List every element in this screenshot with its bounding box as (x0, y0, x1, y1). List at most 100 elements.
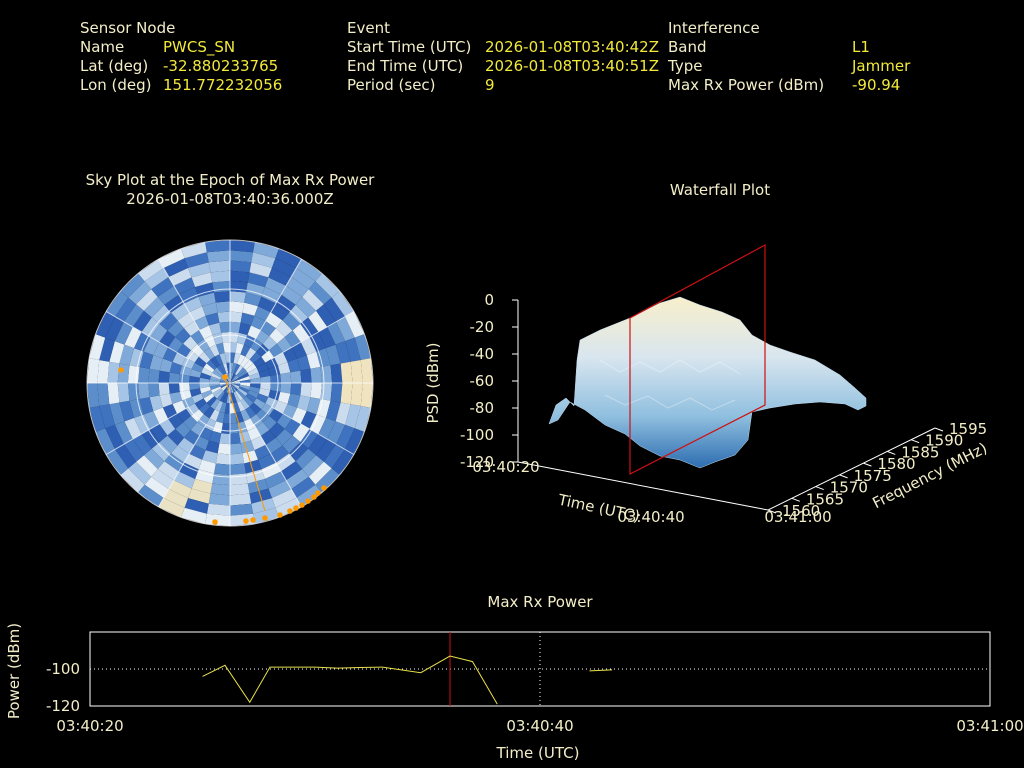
skyplot-cell (157, 461, 179, 481)
skyplot-cell (230, 383, 236, 393)
skyplot-cell (230, 493, 252, 506)
skyplot-cell (114, 321, 133, 345)
skyplot-cell (230, 383, 238, 391)
skyplot-satellite-marker (243, 518, 249, 524)
skyplot-cell (221, 383, 230, 390)
skyplot-cell (291, 476, 316, 498)
skyplot-cell (292, 423, 310, 443)
skyplot-cell (168, 267, 192, 286)
skyplot-cell (209, 409, 220, 422)
skyplot-cell (203, 393, 215, 403)
maxrx-ytick-label: -120 (46, 697, 80, 715)
skyplot-cell (336, 424, 355, 450)
skyplot-cell (230, 433, 241, 445)
skyplot-cell (120, 273, 145, 298)
waterfall-freq-tick-label: 1570 (830, 479, 868, 497)
skyplot-cell (236, 367, 246, 377)
skyplot-cell (286, 469, 309, 490)
skyplot-cell (215, 453, 230, 465)
waterfall-freq-tick-label: 1580 (877, 455, 915, 473)
skyplot-cell (217, 443, 230, 455)
waterfall-title: Waterfall Plot (669, 181, 771, 199)
skyplot-bearing-line (224, 377, 266, 512)
skyplot-cell (230, 270, 250, 283)
skyplot-cell (212, 388, 223, 397)
skyplot-cell (188, 262, 211, 278)
skyplot-cell (124, 326, 142, 349)
skyplot-cell (150, 323, 168, 343)
skyplot-cell (191, 362, 204, 373)
skyplot-cell (291, 268, 316, 290)
skyplot-cell (210, 386, 222, 394)
skyplot-cell (138, 484, 164, 507)
skyplot-cell (283, 347, 298, 363)
skyplot-cell (210, 372, 222, 380)
skyplot-cell (219, 402, 227, 414)
skyplot-cell (282, 435, 301, 454)
skyplot-spoke (271, 311, 355, 360)
skyplot-cell (244, 292, 262, 307)
skyplot-spoke (105, 406, 189, 455)
sensor-lon-label: Lon (deg) (80, 76, 152, 94)
skyplot-cell (261, 462, 282, 479)
skyplot-cell (230, 443, 243, 455)
maxrx-ytick-label: -100 (46, 660, 80, 678)
skyplot-cell (214, 389, 224, 399)
skyplot-satellite-marker (262, 515, 268, 521)
skyplot-cell (105, 424, 124, 450)
skyplot-cell (199, 383, 210, 389)
skyplot-cell (283, 403, 298, 419)
skyplot-cell (240, 440, 255, 454)
event-heading: Event (347, 19, 390, 37)
skyplot-cell (163, 489, 189, 508)
sensor-lat-label: Lat (deg) (80, 57, 149, 75)
skyplot-cell (236, 400, 246, 412)
skyplot-satellites (118, 367, 327, 525)
skyplot-cell (141, 428, 160, 449)
skyplot-cell (257, 296, 276, 313)
skyplot-cell (290, 370, 302, 383)
skyplot-cell (249, 386, 261, 394)
skyplot-satellite-marker (315, 490, 321, 496)
skyplot-cell (206, 359, 217, 370)
skyplot-cell (123, 439, 144, 462)
skyplot-cell (270, 445, 290, 463)
skyplot-cell (184, 453, 203, 470)
skyplot-cell (226, 393, 230, 404)
skyplot-cell (240, 344, 251, 357)
skyplot-cell (256, 362, 269, 373)
skyplot-cell (308, 461, 332, 485)
sensor-heading: Sensor Node (80, 19, 176, 37)
maxrx-ticks: -100 -120 03:40:20 03:40:40 03:41:00 (46, 660, 1024, 735)
skyplot-cell (170, 445, 190, 463)
skyplot-cell (247, 389, 259, 399)
skyplot-cell (124, 417, 142, 440)
skyplot-satellite-marker (277, 512, 283, 518)
skyplot-cell (189, 369, 202, 378)
skyplot-cell (148, 368, 160, 383)
skyplot-cell (300, 368, 312, 383)
skyplot-cell (168, 413, 184, 429)
skyplot-cell (89, 334, 106, 360)
skyplot-cell (316, 398, 331, 418)
skyplot-cell (178, 287, 199, 304)
sensor-lon-value: 151.772232056 (163, 76, 283, 94)
skyplot-cell (151, 442, 171, 462)
maxrx-title: Max Rx Power (487, 593, 593, 611)
skyplot-cell (262, 415, 277, 430)
skyplot-cell (168, 372, 180, 383)
skyplot-cell (159, 330, 176, 348)
skyplot-cell (230, 403, 236, 414)
skyplot-cell (205, 312, 220, 326)
skyplot-cell (242, 450, 258, 464)
skyplot-cell (310, 367, 322, 383)
waterfall-z-tick-label: -100 (460, 426, 494, 444)
waterfall-epoch-plane (629, 243, 766, 475)
skyplot-cell (297, 395, 311, 411)
skyplot-cell (281, 285, 303, 305)
skyplot-cell (250, 414, 263, 428)
skyplot-cell (344, 428, 365, 455)
skyplot-cell (201, 367, 213, 377)
skyplot-cell (264, 471, 287, 489)
